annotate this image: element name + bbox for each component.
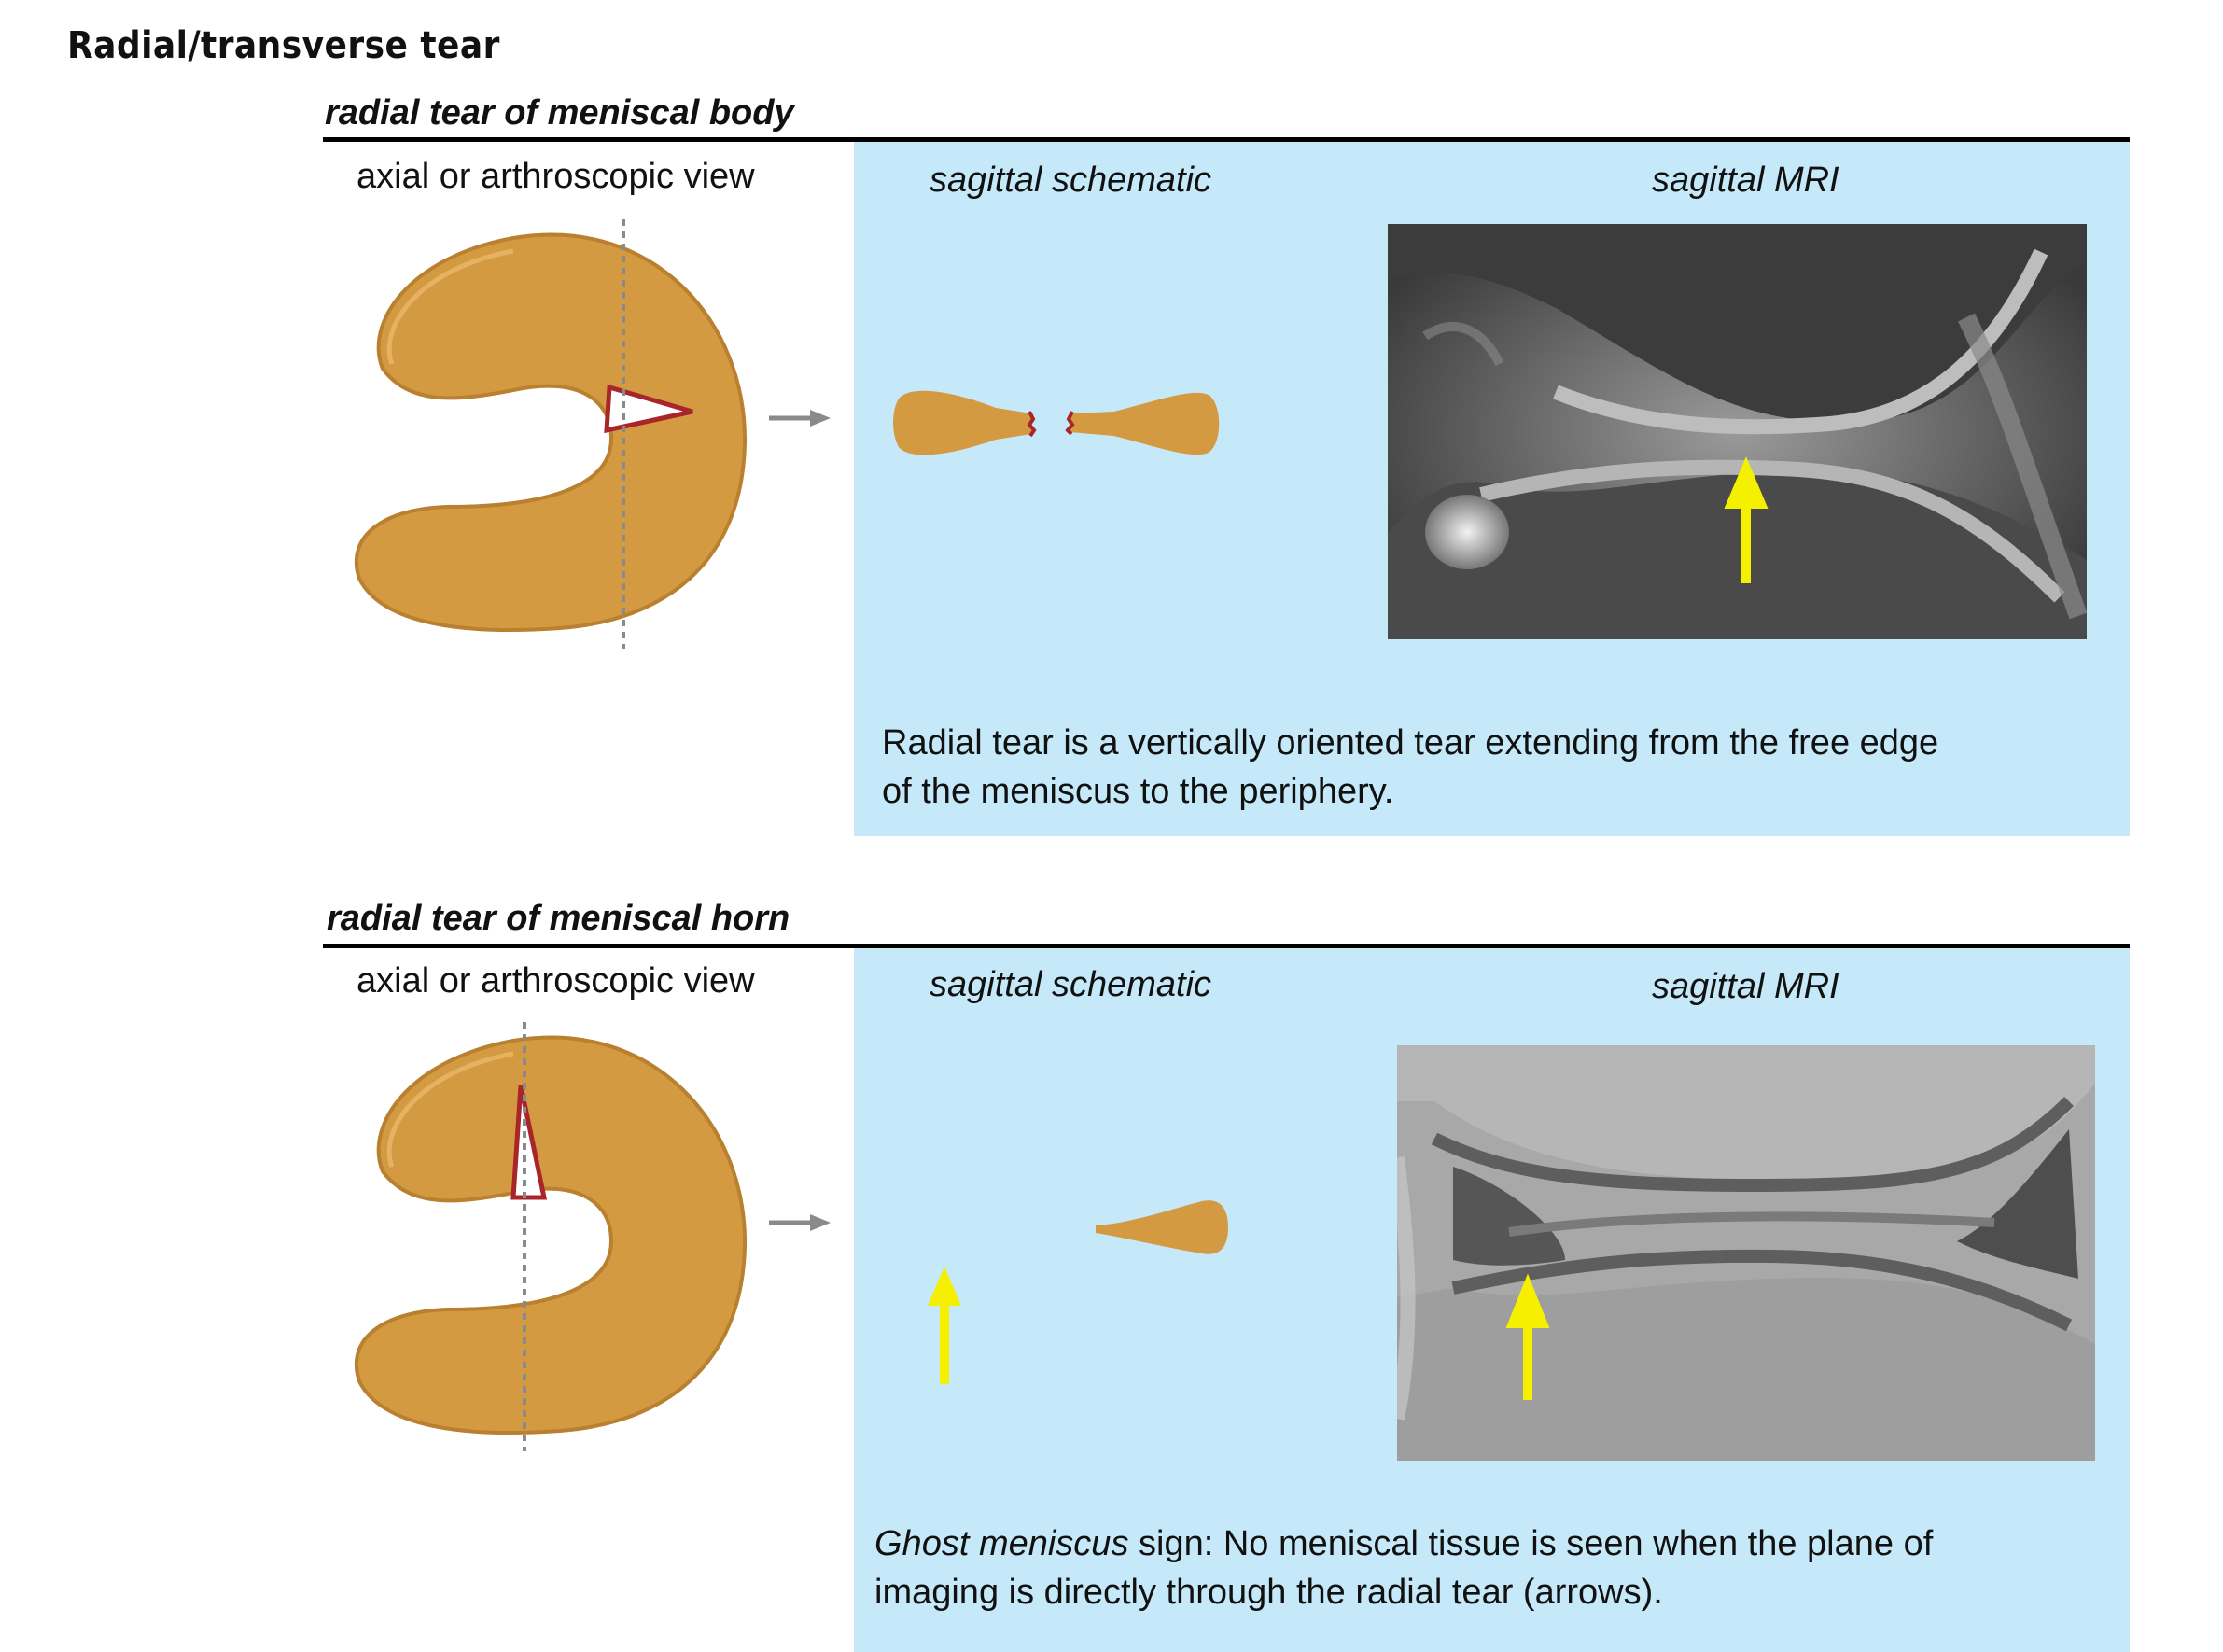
caption-horn-line1: Ghost meniscus sign: No meniscal tissue …: [874, 1519, 1933, 1568]
yellow-arrow-schematic: [928, 1267, 961, 1384]
caption-body-line1: Radial tear is a vertically oriented tea…: [882, 723, 1939, 763]
meniscus-fragment-right: [1070, 392, 1220, 455]
meniscus-fragment-right: [1096, 1200, 1228, 1254]
caption-body: Radial tear is a vertically oriented tea…: [882, 719, 1938, 816]
main-title: Radial/transverse tear: [67, 24, 500, 67]
axial-meniscus-horn-diagram: [354, 1022, 748, 1451]
meniscus-c-shape: [354, 232, 748, 632]
meniscus-fragment-left: [893, 390, 1031, 455]
schematic-label-body: sagittal schematic: [930, 161, 1212, 200]
gray-arrow-body: [769, 410, 831, 427]
ghost-meniscus-term: Ghost meniscus: [874, 1524, 1129, 1563]
section-title-body: radial tear of meniscal body: [325, 93, 794, 133]
yellow-arrow: [1724, 456, 1769, 583]
sagittal-mri-body: [1388, 224, 2087, 639]
section-rule-body: [323, 137, 2130, 142]
meniscus-c-shape: [354, 1035, 748, 1435]
sagittal-schematic-horn: [1096, 1200, 1228, 1254]
mri-label-horn: sagittal MRI: [1652, 967, 1839, 1006]
schematic-label-horn: sagittal schematic: [930, 965, 1212, 1004]
caption-horn-line1-rest: sign: No meniscal tissue is seen when th…: [1128, 1524, 1934, 1563]
caption-horn-line2: imaging is directly through the radial t…: [874, 1573, 1663, 1612]
sagittal-schematic-body: [893, 390, 1220, 455]
caption-horn: Ghost meniscus sign: No meniscal tissue …: [874, 1519, 1933, 1617]
axial-meniscus-body-diagram: [354, 219, 748, 649]
radial-tear: [604, 384, 693, 434]
mri-label-body: sagittal MRI: [1652, 161, 1839, 200]
section-rule-horn: [323, 944, 2130, 948]
section-title-horn: radial tear of meniscal horn: [327, 899, 790, 938]
gray-arrow-horn: [769, 1214, 831, 1231]
yellow-arrow: [1505, 1273, 1550, 1400]
radial-tear: [510, 1085, 548, 1200]
sagittal-mri-horn: [1397, 1045, 2095, 1461]
axial-label-body: axial or arthroscopic view: [357, 157, 755, 196]
caption-body-line2: of the meniscus to the periphery.: [882, 772, 1394, 811]
axial-label-horn: axial or arthroscopic view: [357, 961, 755, 1001]
